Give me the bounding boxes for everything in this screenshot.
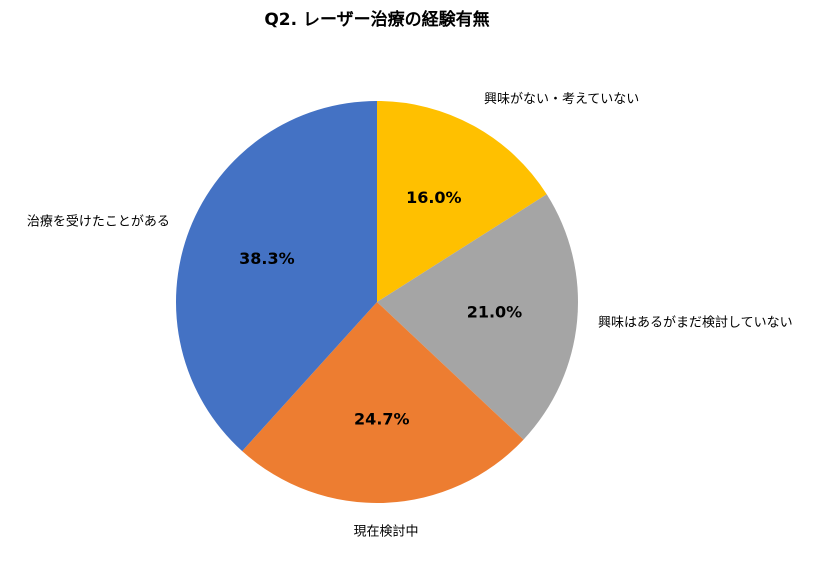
value-label: 21.0%: [467, 303, 523, 322]
category-label: 興味がない・考えていない: [484, 92, 639, 107]
value-label: 38.3%: [239, 249, 295, 268]
category-label: 興味はあるがまだ検討していない: [598, 314, 793, 330]
pie-slice: [377, 101, 547, 302]
category-label: 現在検討中: [354, 523, 419, 539]
pie-slice: [242, 302, 524, 503]
chart-title: Q2. レーザー治療の経験有無: [264, 9, 489, 30]
pie-slice: [377, 194, 578, 440]
category-label: 治療を受けたことがある: [27, 215, 170, 230]
pie-slice: [176, 101, 377, 452]
value-label: 24.7%: [354, 409, 410, 428]
value-label: 16.0%: [406, 188, 462, 207]
